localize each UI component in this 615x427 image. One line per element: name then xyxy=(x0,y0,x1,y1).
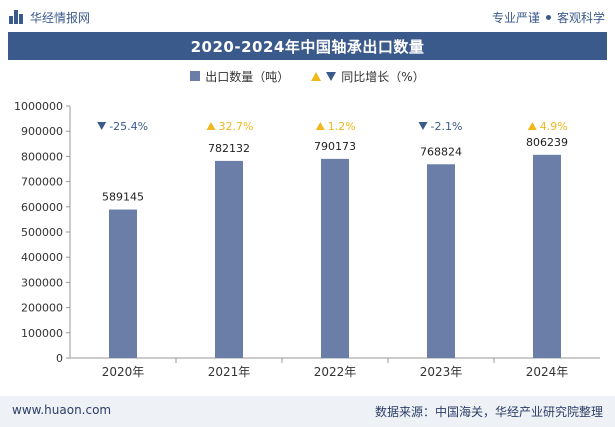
y-tick-label: 700000 xyxy=(21,176,63,189)
y-tick-label: 800000 xyxy=(21,150,63,163)
bar-chart: 1000000900000800000700000600000500000400… xyxy=(14,100,600,379)
triangle-up-icon xyxy=(206,122,216,130)
chart-title-bar: 2020-2024年中国轴承出口数量 xyxy=(8,32,607,60)
triangle-down-icon xyxy=(326,71,337,81)
footer: www.huaon.com 数据来源：中国海关，华经产业研究院整理 xyxy=(0,396,615,427)
footer-website: www.huaon.com xyxy=(12,403,112,417)
bar-chart-logo-icon xyxy=(8,9,24,25)
tag-objective: 客观科学 xyxy=(556,11,605,25)
triangle-up-icon xyxy=(311,71,322,81)
y-tick-label: 400000 xyxy=(21,251,63,264)
y-tick-label: 900000 xyxy=(21,125,63,138)
bar xyxy=(321,158,349,358)
data-label: 589145 xyxy=(102,191,144,204)
brand-name: 华经情报网 xyxy=(30,10,91,25)
y-tick-label: 300000 xyxy=(21,276,63,289)
y-axis: 1000000900000800000700000600000500000400… xyxy=(14,100,71,365)
header-tags: 专业严谨 客观科学 xyxy=(492,9,605,26)
growth-label: -2.1% xyxy=(431,120,463,133)
legend-swatch-bar xyxy=(190,71,201,81)
x-tick-label: 2021年 xyxy=(208,365,251,379)
bar xyxy=(427,164,455,358)
triangle-down-icon xyxy=(418,122,428,130)
bar xyxy=(533,154,561,358)
data-label: 782132 xyxy=(208,142,250,155)
y-tick-label: 500000 xyxy=(21,226,63,239)
triangle-down-icon xyxy=(97,122,107,130)
x-axis: 2020年 2021年 2022年 2023年 2024年 xyxy=(70,357,600,379)
bar xyxy=(215,160,243,358)
growth-label: 4.9% xyxy=(540,120,568,133)
y-tick-label: 200000 xyxy=(21,302,63,315)
y-tick-label: 0 xyxy=(56,352,63,365)
bar xyxy=(109,209,137,358)
data-label: 806239 xyxy=(526,136,568,149)
legend-label-export: 出口数量（吨） xyxy=(205,69,290,84)
x-tick-label: 2024年 xyxy=(526,365,569,379)
growth-labels: -25.4% 32.7% 1.2% -2.1% 4.9% xyxy=(97,120,568,133)
legend-item-growth: 同比增长（%） xyxy=(311,68,425,85)
bars xyxy=(109,154,561,358)
growth-label: 1.2% xyxy=(328,120,356,133)
legend-item-export: 出口数量（吨） xyxy=(190,68,289,85)
legend-label-growth: 同比增长（%） xyxy=(341,69,425,84)
triangle-up-icon xyxy=(315,122,325,130)
x-tick-label: 2023年 xyxy=(420,365,463,379)
data-labels: 589145 782132 790173 768824 806239 xyxy=(102,136,568,204)
data-label: 790173 xyxy=(314,140,356,153)
growth-label: 32.7% xyxy=(219,120,254,133)
y-tick-label: 600000 xyxy=(21,201,63,214)
separator-dot-icon xyxy=(545,15,551,20)
growth-label: -25.4% xyxy=(109,120,148,133)
legend: 出口数量（吨） 同比增长（%） xyxy=(0,66,615,86)
x-tick-label: 2022年 xyxy=(314,365,357,379)
top-bar: 华经情报网 专业严谨 客观科学 xyxy=(0,0,615,32)
y-tick-label: 1000000 xyxy=(14,100,63,113)
triangle-up-icon xyxy=(527,122,537,130)
y-tick-label: 100000 xyxy=(21,327,63,340)
chart-title: 2020-2024年中国轴承出口数量 xyxy=(190,37,425,56)
tag-professional: 专业严谨 xyxy=(491,11,540,25)
footer-source: 数据来源：中国海关，华经产业研究院整理 xyxy=(374,405,603,419)
x-tick-label: 2020年 xyxy=(102,365,145,379)
brand: 华经情报网 xyxy=(8,8,90,26)
data-label: 768824 xyxy=(420,145,462,158)
